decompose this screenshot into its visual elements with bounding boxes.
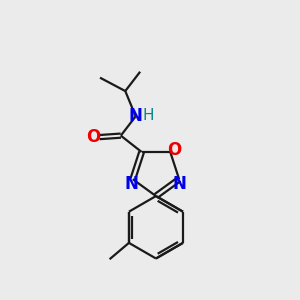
Text: N: N xyxy=(128,107,142,125)
Text: O: O xyxy=(167,142,181,160)
Text: H: H xyxy=(142,108,154,123)
Text: O: O xyxy=(86,128,100,146)
Text: N: N xyxy=(124,175,138,193)
Text: N: N xyxy=(172,175,186,193)
